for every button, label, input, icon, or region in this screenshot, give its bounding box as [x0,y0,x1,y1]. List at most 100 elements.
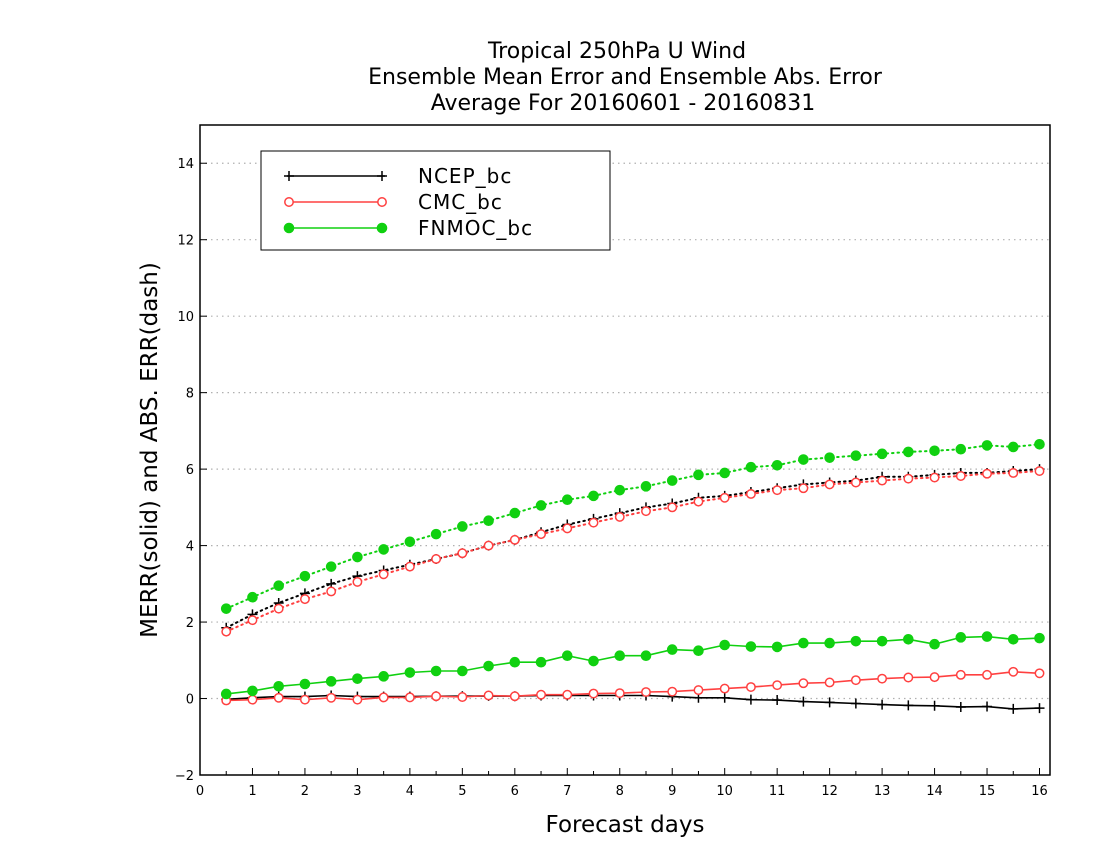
fnmoc-bc-abs-error-point [981,440,993,451]
cmc-bc-mean-error-point [955,669,966,680]
x-axis-label: Forecast days [546,812,705,838]
cmc-bc-abs-error-point [1034,466,1045,476]
ncep-bc-mean-error-point [929,700,940,711]
ncep-bc-mean-error-point [772,695,783,706]
cmc-bc-abs-error-point [641,506,651,517]
cmc-bc-mean-error-point [850,675,861,686]
fnmoc-bc-mean-error-point [588,655,599,667]
fnmoc-bc-abs-error-point [220,603,232,614]
fnmoc-bc-abs-error-line [225,443,1041,610]
cmc-bc-abs-error-point [378,569,389,580]
cmc-bc-mean-error-point [326,692,337,703]
ncep-bc-mean-error-point [903,700,914,711]
series-fnmoc-bc [220,438,1045,700]
legend-marker-fnmoc-bc [376,222,388,234]
cmc-bc-abs-error-point [798,483,809,494]
x-tick-label: 8 [616,784,624,799]
fnmoc-bc-abs-error-point [929,445,940,457]
fnmoc-bc-abs-error-point [509,507,521,519]
x-tick-label: 9 [668,784,676,799]
cmc-bc-mean-error-point [562,689,573,700]
fnmoc-bc-mean-error-point [352,673,363,684]
y-axis-label: MERR(solid) and ABS. ERR(dash) [137,262,163,638]
fnmoc-bc-mean-error-point [850,635,862,647]
x-tick-label: 10 [716,784,733,799]
x-tick-label: 16 [1031,784,1048,799]
x-tick-label: 6 [511,784,519,799]
fnmoc-bc-mean-error-point [798,637,809,649]
fnmoc-bc-abs-error-point [798,454,809,465]
fnmoc-bc-abs-error-point [771,459,783,471]
cmc-bc-abs-error-point [562,523,573,534]
fnmoc-bc-mean-error-point [378,671,389,682]
fnmoc-bc-abs-error-point [299,570,311,582]
legend-marker-cmc-bc [377,197,387,207]
fnmoc-bc-mean-error-point [771,641,783,653]
cmc-bc-abs-error-point [824,479,835,490]
fnmoc-bc-abs-error-point [588,490,599,502]
fnmoc-bc-abs-error-point [352,551,363,563]
fnmoc-bc-mean-error-point [220,688,232,700]
cmc-bc-abs-error-point [509,534,520,545]
y-tick-label: 2 [186,616,194,631]
legend-label-fnmoc-bc: FNMOC_bc [418,216,533,240]
x-tick-label: 4 [406,784,414,799]
cmc-bc-abs-error-point [299,594,310,605]
fnmoc-bc-mean-error-point [719,639,730,651]
fnmoc-bc-abs-error-point [614,484,626,496]
cmc-bc-mean-error-point [824,677,835,688]
ncep-bc-mean-error-point [877,699,888,710]
x-tick-label: 1 [248,784,256,799]
cmc-bc-abs-error-point [667,502,678,513]
cmc-bc-abs-error-line [225,470,1041,633]
x-tick-label: 15 [979,784,996,799]
fnmoc-bc-abs-error-point [955,443,967,455]
y-tick-label: 0 [186,693,194,708]
cmc-bc-abs-error-point [929,472,940,483]
fnmoc-bc-abs-error-point [719,467,730,479]
fnmoc-bc-abs-error-point [457,521,468,532]
x-tick-label: 7 [563,784,571,799]
ncep-bc-mean-error-point [824,697,835,708]
fnmoc-bc-abs-error-point [535,500,547,511]
legend-marker-fnmoc-bc [283,222,295,234]
cmc-bc-abs-error-point [903,473,914,484]
series-group [220,438,1045,714]
cmc-bc-mean-error-point [378,692,389,703]
fnmoc-bc-mean-error-point [561,650,573,662]
cmc-bc-abs-error-point [457,548,468,559]
fnmoc-bc-mean-error-point [509,656,521,668]
cmc-bc-mean-error-point [483,690,494,701]
fnmoc-bc-mean-error-point [666,644,678,655]
cmc-bc-abs-error-point [772,485,783,496]
fnmoc-bc-mean-error-point [325,676,337,687]
cmc-bc-abs-error-point [877,475,888,486]
fnmoc-bc-abs-error-point [430,528,442,540]
cmc-bc-mean-error-point [247,694,258,705]
fnmoc-bc-abs-error-point [1034,438,1045,450]
cmc-bc-mean-error-point [1008,666,1019,677]
y-tick-label: 4 [186,540,194,555]
cmc-bc-mean-error-point [641,687,651,697]
fnmoc-bc-mean-error-point [745,641,757,652]
fnmoc-bc-mean-error-point [824,637,835,649]
legend-marker-ncep-bc [284,171,294,181]
cmc-bc-mean-error-point [404,692,415,703]
ncep-bc-abs-error-line [225,468,1041,629]
ncep-bc-mean-error-point [798,696,809,707]
y-tick-label: 6 [186,463,194,478]
cmc-bc-mean-error-point [667,686,678,697]
fnmoc-bc-mean-error-point [404,667,416,678]
cmc-bc-mean-error-point [745,682,756,693]
x-tick-label: 12 [821,784,838,799]
fnmoc-bc-abs-error-point [561,494,573,506]
ncep-bc-mean-error-point [850,698,861,709]
x-tick-label: 2 [301,784,309,799]
chart-title-line-1: Tropical 250hPa U Wind [487,39,746,64]
cmc-bc-mean-error-point [588,688,599,699]
fnmoc-bc-mean-error-point [929,638,940,650]
fnmoc-bc-abs-error-point [1007,441,1019,453]
